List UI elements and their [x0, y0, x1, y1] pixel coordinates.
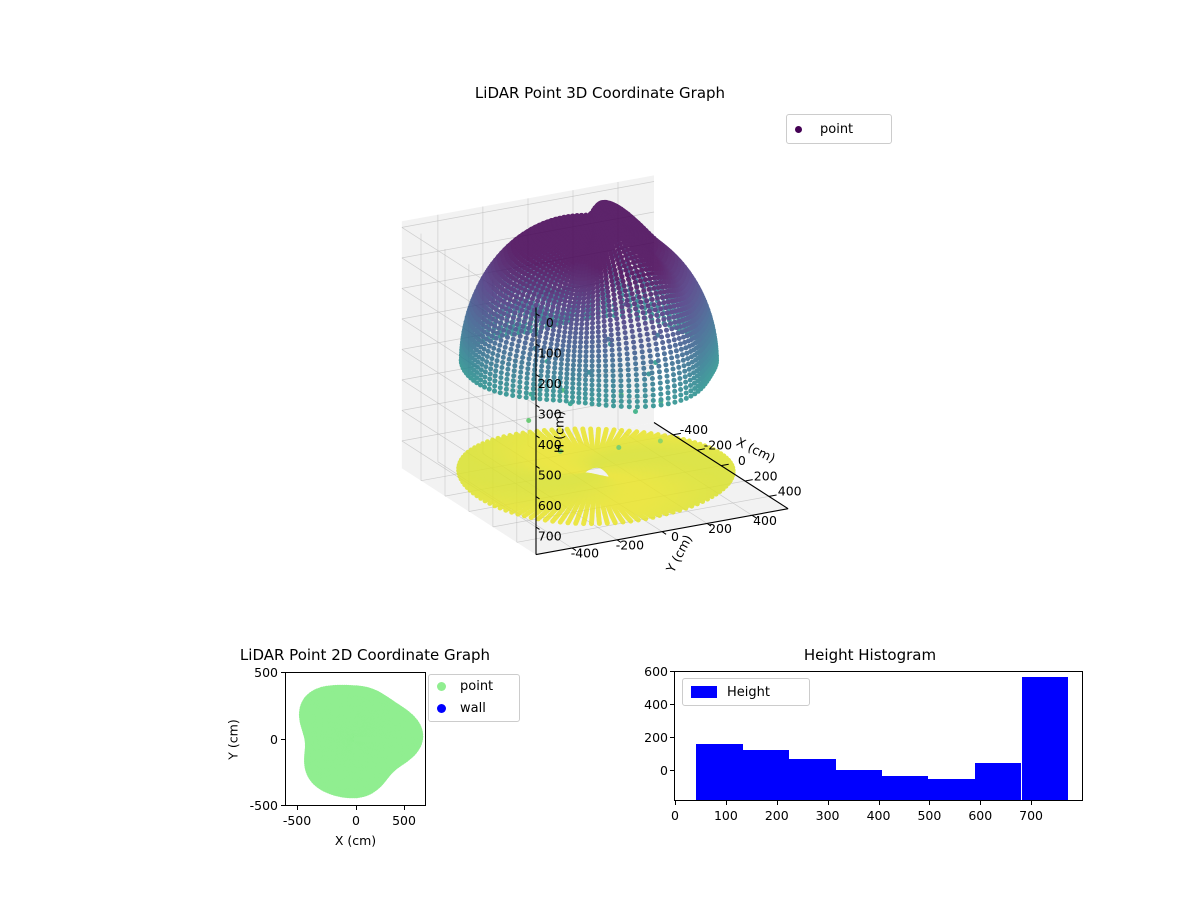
- histogram-bar: [742, 750, 789, 800]
- legend-label-point: point: [820, 121, 854, 137]
- legend-label-height: Height: [727, 684, 770, 700]
- wall-marker-icon: [437, 703, 446, 713]
- histogram-xtickmark: [878, 801, 880, 805]
- plot3d-legend[interactable]: point: [786, 114, 892, 144]
- legend-item-point: point: [795, 122, 853, 137]
- histogram-bar: [928, 779, 975, 800]
- plot2d-ytickmark-neg500: [281, 805, 285, 806]
- histogram-xtick-label: 100: [713, 808, 738, 823]
- legend-label-point: point: [460, 679, 494, 694]
- histogram-panel: 600 400 200 0 0 100 200 300 400 500 600 700 Hei…: [640, 640, 1100, 870]
- plot2d-xtick-neg500: -500: [282, 813, 312, 828]
- histogram-ytickmark-200: [670, 737, 674, 738]
- histogram-xtickmark: [725, 801, 727, 805]
- histogram-ytick-400: 400: [644, 697, 668, 712]
- plot2d-ytick-500: 500: [254, 665, 278, 680]
- plot3d-panel: -400 -200 0 200 400 -400 -200 0 200 400 0 100 200 300…: [330, 110, 950, 630]
- legend-item-wall: wall: [437, 698, 519, 718]
- histogram-bar: [789, 758, 836, 800]
- histogram-ytick-200: 200: [644, 730, 668, 745]
- histogram-xtick-label: 200: [764, 808, 789, 823]
- histogram-xtickmark: [980, 801, 982, 805]
- histogram-title: Height Histogram: [803, 646, 937, 664]
- histogram-bar: [974, 763, 1022, 800]
- histogram-ytick-0: 0: [660, 763, 668, 778]
- histogram-xtick-label: 400: [866, 808, 891, 823]
- plot2d-ytick-neg500: -500: [249, 798, 278, 813]
- plot2d-panel: 500 0 -500 -500 0 500 Y (cm) X (cm) poin…: [200, 640, 530, 870]
- plot2d-xlabel: X (cm): [334, 833, 377, 848]
- histogram-xtickmark: [776, 801, 778, 805]
- legend-label-wall: wall: [460, 700, 486, 716]
- histogram-xtick-label: 0: [671, 808, 679, 823]
- histogram-bars: [675, 672, 1082, 800]
- plot2d-ytickmark-0: [281, 739, 285, 740]
- height-swatch-icon: [691, 686, 717, 698]
- histogram-bar: [835, 770, 883, 800]
- plot2d-title: LiDAR Point 2D Coordinate Graph: [239, 646, 491, 664]
- histogram-ytickmark-400: [670, 704, 674, 705]
- histogram-xtickmark: [675, 801, 676, 805]
- point-marker-icon: [795, 125, 802, 133]
- histogram-xtick-label: 300: [815, 808, 840, 823]
- histogram-xticks: 0 100 200 300 400 500 600 700: [640, 640, 1100, 870]
- histogram-bar: [882, 776, 929, 800]
- histogram-xtickmark: [929, 801, 931, 805]
- plot2d-ylabel: Y (cm): [225, 719, 241, 760]
- histogram-xtick-label: 500: [917, 808, 942, 823]
- plot2d-xtick-500: 500: [392, 813, 416, 828]
- plot2d-scatter: [286, 673, 425, 805]
- histogram-ytickmark-0: [670, 770, 674, 771]
- plot3d-canvas: -400-2000200400-400-20002004000100200300…: [401, 175, 802, 576]
- histogram-legend[interactable]: Height: [682, 678, 810, 706]
- histogram-bar: [1021, 677, 1068, 800]
- plot2d-ytickmark-500: [281, 672, 285, 673]
- plot2d-ytick-0: 0: [270, 732, 278, 747]
- histogram-bar: [696, 744, 743, 800]
- plot2d-xtick-0: 0: [352, 813, 360, 828]
- histogram-xtickmark: [1031, 801, 1033, 805]
- plot2d-legend[interactable]: point wall: [428, 674, 520, 722]
- plot3d-title: LiDAR Point 3D Coordinate Graph: [474, 84, 726, 102]
- legend-item-point: point: [437, 675, 519, 698]
- legend-item-height: Height: [691, 685, 770, 700]
- histogram-ytick-600: 600: [644, 664, 668, 679]
- plot2d-xtickmark-500: [404, 806, 405, 810]
- histogram-xtick-label: 600: [968, 808, 993, 823]
- histogram-ytickmark-600: [670, 671, 674, 672]
- histogram-xtick-label: 700: [1019, 808, 1044, 823]
- point-marker-icon: [437, 682, 446, 691]
- plot2d-xtickmark-neg500: [297, 806, 298, 810]
- histogram-xtickmark: [827, 801, 829, 805]
- plot2d-xtickmark-0: [356, 806, 357, 810]
